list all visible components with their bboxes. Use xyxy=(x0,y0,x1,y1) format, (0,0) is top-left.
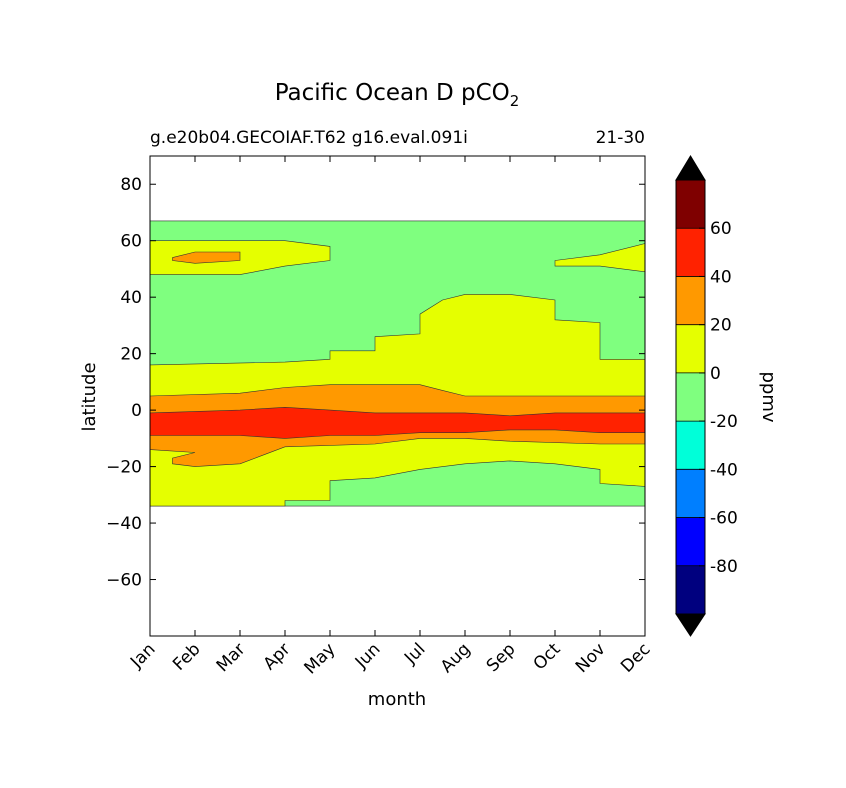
y-tick-label: 40 xyxy=(120,288,142,308)
colorbar-tick-label: 60 xyxy=(710,219,732,239)
plot-frame xyxy=(149,155,646,637)
y-tick-label: −40 xyxy=(106,514,142,534)
y-tick-label: −60 xyxy=(106,571,142,591)
colorbar-segment xyxy=(676,565,705,614)
colorbar-segment xyxy=(676,276,705,325)
colorbar-segment xyxy=(676,180,705,229)
y-tick-label: 0 xyxy=(131,401,142,421)
colorbar-tick-label: -80 xyxy=(710,557,738,577)
colorbar-segment xyxy=(676,372,705,422)
y-tick-label: 80 xyxy=(120,175,142,195)
colorbar-tick-label: 0 xyxy=(710,364,721,384)
colorbar-segment xyxy=(676,324,705,373)
y-tick-label: −20 xyxy=(106,458,142,478)
colorbar-tick-label: -40 xyxy=(710,460,738,480)
colorbar-label: ppmv xyxy=(758,371,779,422)
subtitle-left: g.e20b04.GECOIAF.T62 g16.eval.091i xyxy=(150,128,468,148)
y-axis-label: latitude xyxy=(79,362,100,431)
colorbar: 60 40 20 0 -20 -40 -60 -80 xyxy=(675,155,738,637)
colorbar-tick-label: -60 xyxy=(710,509,738,529)
y-axis: 80 60 40 20 0 −20 −40 −60 xyxy=(106,175,645,591)
colorbar-tick-label: 40 xyxy=(710,267,732,287)
colorbar-segment xyxy=(676,421,705,470)
colorbar-segment xyxy=(676,228,705,277)
contour-fills xyxy=(149,220,646,507)
contour-region-4 xyxy=(172,251,241,264)
colorbar-tick-label: 20 xyxy=(710,316,732,336)
colorbar-segment xyxy=(676,469,705,518)
colorbar-segment xyxy=(676,517,705,566)
y-tick-label: 20 xyxy=(120,345,142,365)
y-tick-label: 60 xyxy=(120,232,142,252)
contour-region-6 xyxy=(149,406,646,439)
subtitle-right: 21-30 xyxy=(596,128,645,148)
chart-title: Pacific Ocean D pCO2 xyxy=(275,80,520,110)
x-axis-label: month xyxy=(368,689,426,710)
colorbar-tick-label: -20 xyxy=(710,412,738,432)
